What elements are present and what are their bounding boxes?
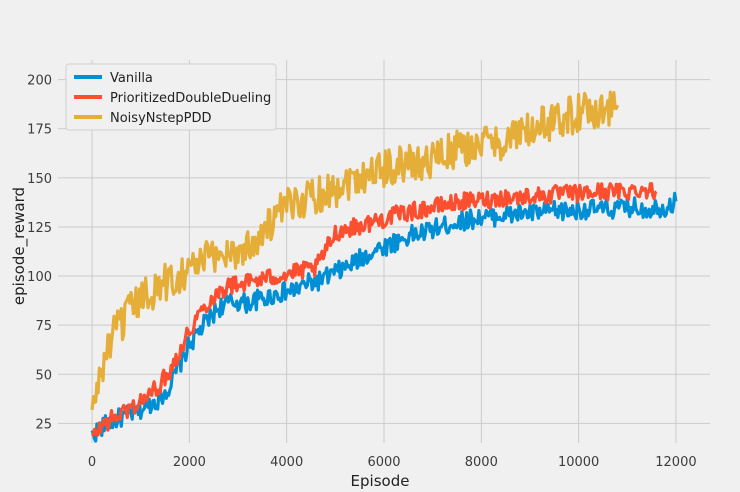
y-tick-label: 150 <box>27 172 52 187</box>
y-axis-ticks: 25 50 75 100 125 150 175 200 <box>27 74 52 433</box>
series-line-prioritizeddoubledueling <box>90 182 658 438</box>
legend: Vanilla PrioritizedDoubleDueling NoisyNste… <box>65 63 277 131</box>
y-tick-label: 75 <box>35 319 52 334</box>
x-tick-label: 12000 <box>655 455 696 470</box>
x-axis-ticks: 0 2000 4000 6000 8000 10000 12000 <box>88 455 697 470</box>
series-line-noisynsteppdd <box>90 90 620 410</box>
y-tick-label: 50 <box>35 368 52 383</box>
y-tick-label: 175 <box>27 123 52 138</box>
x-tick-label: 2000 <box>173 455 206 470</box>
x-tick-label: 8000 <box>465 455 498 470</box>
x-tick-label: 0 <box>88 455 96 470</box>
legend-entry: PrioritizedDoubleDueling <box>110 91 271 106</box>
x-tick-label: 4000 <box>270 455 303 470</box>
legend-entry: NoisyNstepPDD <box>110 111 211 126</box>
x-axis-label: Episode <box>351 472 410 490</box>
y-tick-label: 125 <box>27 221 52 236</box>
y-tick-label: 25 <box>35 417 52 432</box>
y-tick-label: 200 <box>27 74 52 89</box>
series-line-vanilla <box>90 191 678 443</box>
x-tick-label: 10000 <box>558 455 599 470</box>
legend-box <box>65 63 277 131</box>
y-axis-label: episode_reward <box>10 187 29 305</box>
series-lines <box>90 90 678 443</box>
y-tick-label: 100 <box>27 270 52 285</box>
x-tick-label: 6000 <box>367 455 400 470</box>
legend-entry: Vanilla <box>110 71 153 86</box>
